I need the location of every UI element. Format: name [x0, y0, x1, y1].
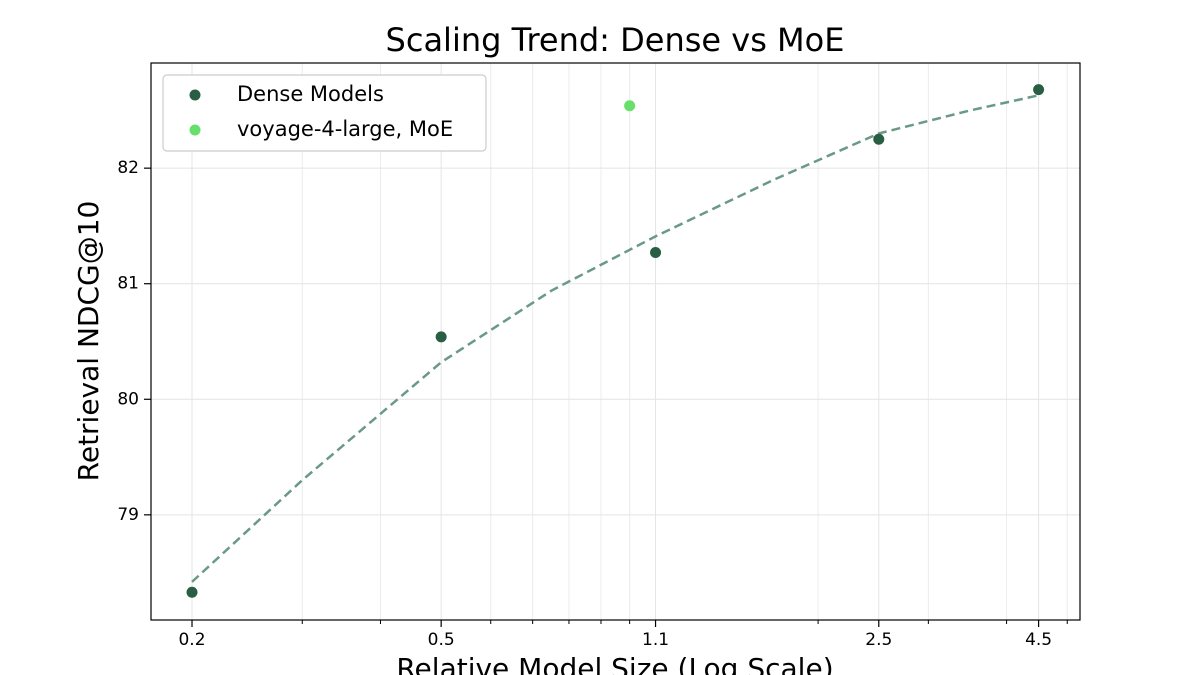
legend-marker — [189, 89, 201, 101]
chart-title: Scaling Trend: Dense vs MoE — [386, 21, 845, 59]
x-tick-label: 2.5 — [865, 630, 892, 650]
y-axis-label: Retrieval NDCG@10 — [72, 201, 105, 482]
y-tick-label: 80 — [117, 389, 139, 409]
x-tick-label: 4.5 — [1025, 630, 1052, 650]
y-tick-label: 81 — [117, 274, 139, 294]
point — [1033, 84, 1045, 96]
x-axis-label: Relative Model Size (Log Scale) — [396, 652, 833, 675]
legend-label: Dense Models — [237, 82, 384, 106]
x-tick-label: 0.5 — [428, 630, 455, 650]
trend-line — [191, 94, 1039, 583]
legend-box — [162, 74, 487, 152]
legend-label: voyage-4-large, MoE — [237, 117, 453, 141]
y-tick-label: 79 — [117, 505, 139, 525]
y-tick-label: 82 — [117, 158, 139, 178]
point — [650, 247, 662, 259]
legend-marker — [189, 124, 201, 136]
point — [624, 100, 636, 112]
point — [873, 133, 885, 145]
x-tick-label: 1.1 — [642, 630, 669, 650]
plot-frame — [150, 62, 1081, 621]
point — [186, 586, 198, 598]
x-tick-label: 0.2 — [178, 630, 205, 650]
point — [435, 331, 447, 343]
